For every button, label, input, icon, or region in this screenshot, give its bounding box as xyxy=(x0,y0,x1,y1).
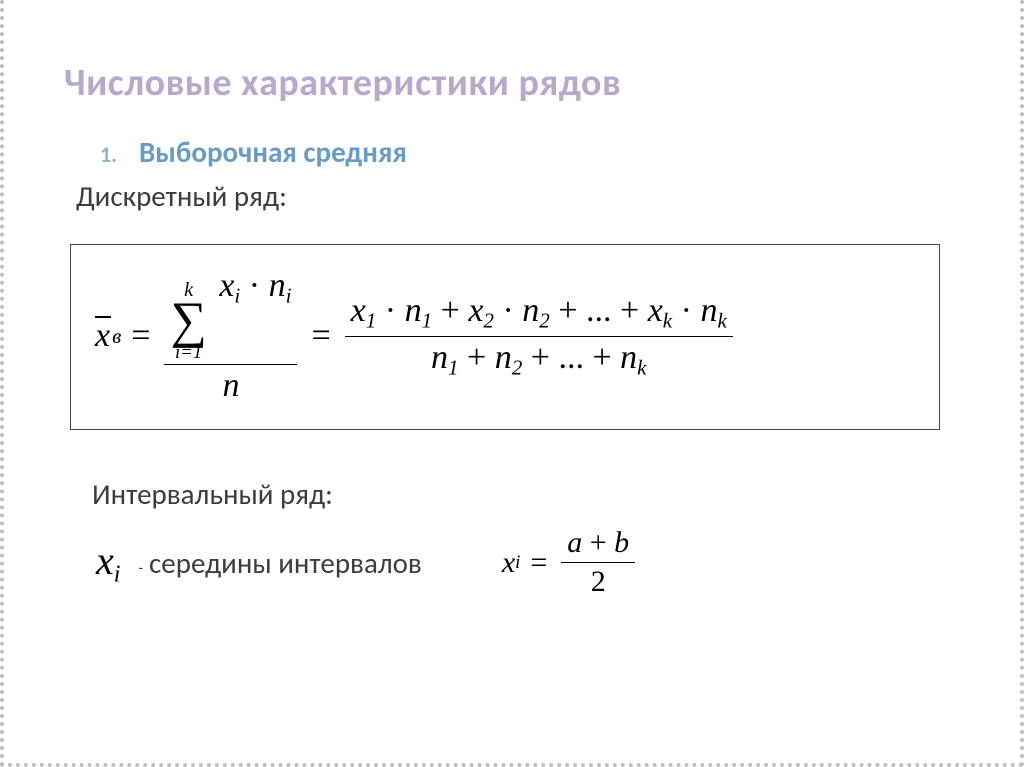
sum-lower: i=1 xyxy=(175,342,202,363)
term-x: x xyxy=(219,267,234,304)
midpoint-label: середины интервалов xyxy=(149,545,422,581)
list-item-1: 1. Выборочная средняя xyxy=(64,134,970,170)
formula-midpoint: xi = a + b 2 xyxy=(502,526,639,599)
discrete-label: Дискретный ряд: xyxy=(76,178,970,214)
formula-box-main: xв = k ∑ i=1 xi · ni n = x1 · n1 xyxy=(70,244,940,430)
plus-icon: + xyxy=(590,526,607,559)
sigma-icon: k ∑ i=1 xyxy=(170,280,206,362)
denom-2: 2 xyxy=(585,563,612,599)
var-a: a xyxy=(567,526,582,559)
slide-container: Числовые характеристики рядов 1. Выбороч… xyxy=(0,0,1024,767)
list-label: Выборочная средняя xyxy=(139,134,407,170)
mid-i: i xyxy=(515,552,520,574)
fraction-ab2: a + b 2 xyxy=(561,526,635,599)
fraction-expanded: x1 · n1 + x2 · n2 + ... + xk · nk n1 + n… xyxy=(345,292,733,380)
formula-sample-mean: xв = k ∑ i=1 xi · ni n = x1 · n1 xyxy=(93,267,737,405)
xi-i: i xyxy=(114,562,121,588)
list-number: 1. xyxy=(100,141,117,168)
interval-row: xi -середины интервалов xi = a + b 2 xyxy=(96,526,970,599)
fraction-sum: k ∑ i=1 xi · ni n xyxy=(164,267,297,405)
mid-x: x xyxy=(502,546,515,580)
xi-symbol: xi xyxy=(96,537,120,589)
var-b: b xyxy=(614,526,629,559)
xi-x: x xyxy=(96,538,114,583)
var-x: x xyxy=(95,317,110,354)
term-xi: i xyxy=(234,284,240,308)
term-n: n xyxy=(269,267,286,304)
sub-v: в xyxy=(112,324,121,348)
midpoint-text: -середины интервалов xyxy=(138,545,421,581)
term-ni: i xyxy=(286,284,292,308)
interval-label: Интервальный ряд: xyxy=(92,476,970,512)
denom-n: n xyxy=(216,365,245,405)
page-title: Числовые характеристики рядов xyxy=(64,60,970,106)
dash-icon: - xyxy=(138,560,143,578)
